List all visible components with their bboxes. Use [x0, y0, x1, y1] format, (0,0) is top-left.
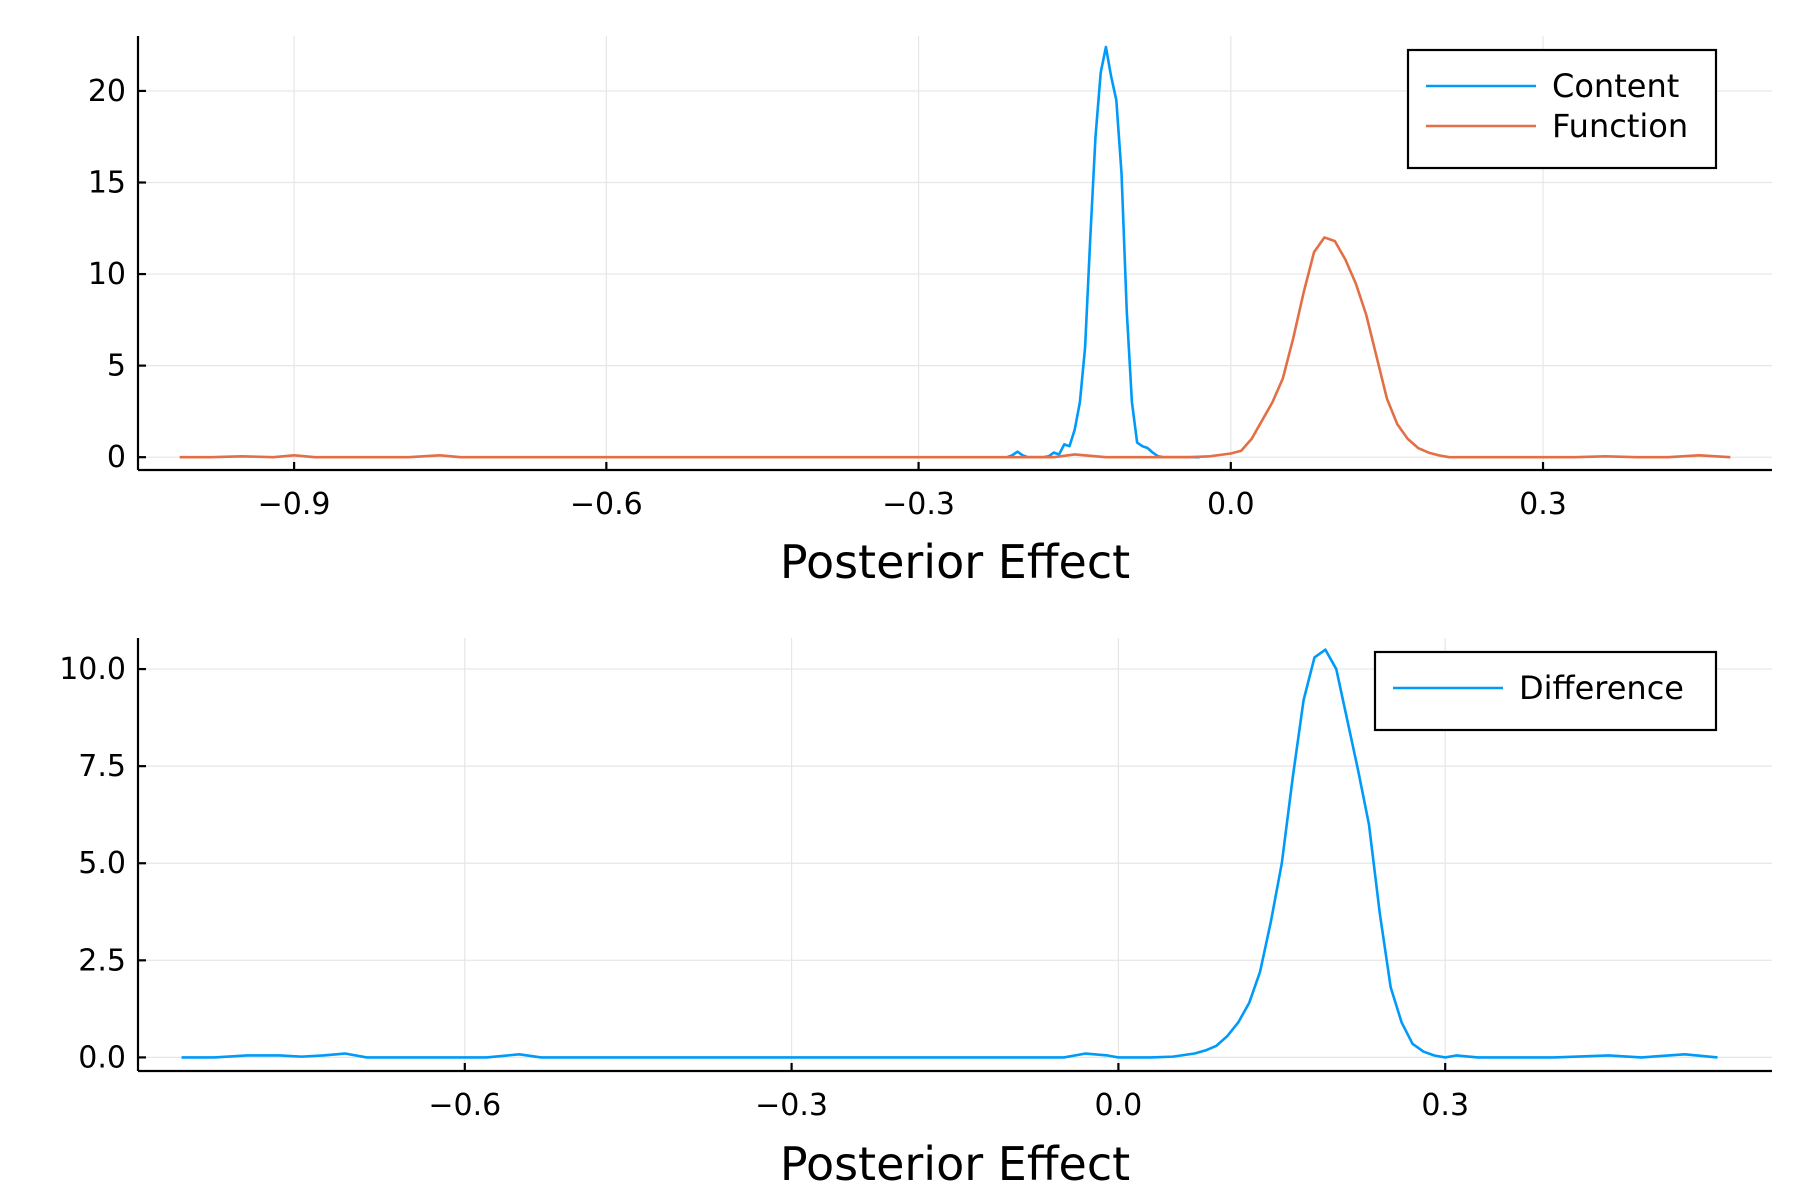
y-tick-label: 15	[88, 165, 126, 200]
legend-label-content: Content	[1552, 67, 1679, 105]
x-tick-label: 0.0	[1207, 487, 1255, 522]
y-tick-label: 10.0	[59, 652, 126, 687]
x-axis-title: Posterior Effect	[780, 535, 1130, 589]
y-tick-label: 20	[88, 74, 126, 109]
y-tick-label: 0	[107, 440, 126, 475]
series-line-content	[1006, 45, 1200, 459]
legend-label-function: Function	[1552, 107, 1688, 145]
y-tick-label: 0.0	[78, 1040, 126, 1075]
y-tick-label: 7.5	[78, 749, 126, 784]
legend: Difference	[1373, 650, 1718, 732]
top-density-panel: −0.9 −0.6 −0.3 0.0 0.3 0 5 10 15 20 Posterior Effe…	[88, 36, 1772, 589]
y-tick-label: 2.5	[78, 943, 126, 978]
y-tick-label: 10	[88, 257, 126, 292]
legend-box	[1406, 48, 1718, 170]
y-tick-label: 5	[107, 349, 126, 384]
legend-box	[1373, 650, 1718, 732]
x-tick-label: 0.3	[1519, 487, 1567, 522]
x-tick-label: −0.6	[428, 1088, 501, 1123]
x-tick-label: −0.9	[258, 487, 331, 522]
x-tick-label: −0.3	[882, 487, 955, 522]
bottom-difference-panel: −0.6 −0.3 0.0 0.3 0.0 2.5 5.0 7.5 10.0 Posterior …	[59, 638, 1772, 1191]
x-axis-title: Posterior Effect	[780, 1137, 1130, 1191]
x-tick-label: 0.3	[1421, 1088, 1469, 1123]
x-tick-label: −0.3	[755, 1088, 828, 1123]
legend-label-difference: Difference	[1519, 669, 1684, 707]
series-line-function	[179, 236, 1731, 459]
x-tick-label: −0.6	[570, 487, 643, 522]
y-tick-label: 5.0	[78, 846, 126, 881]
series-line-difference	[181, 648, 1718, 1059]
x-tick-label: 0.0	[1095, 1088, 1143, 1123]
